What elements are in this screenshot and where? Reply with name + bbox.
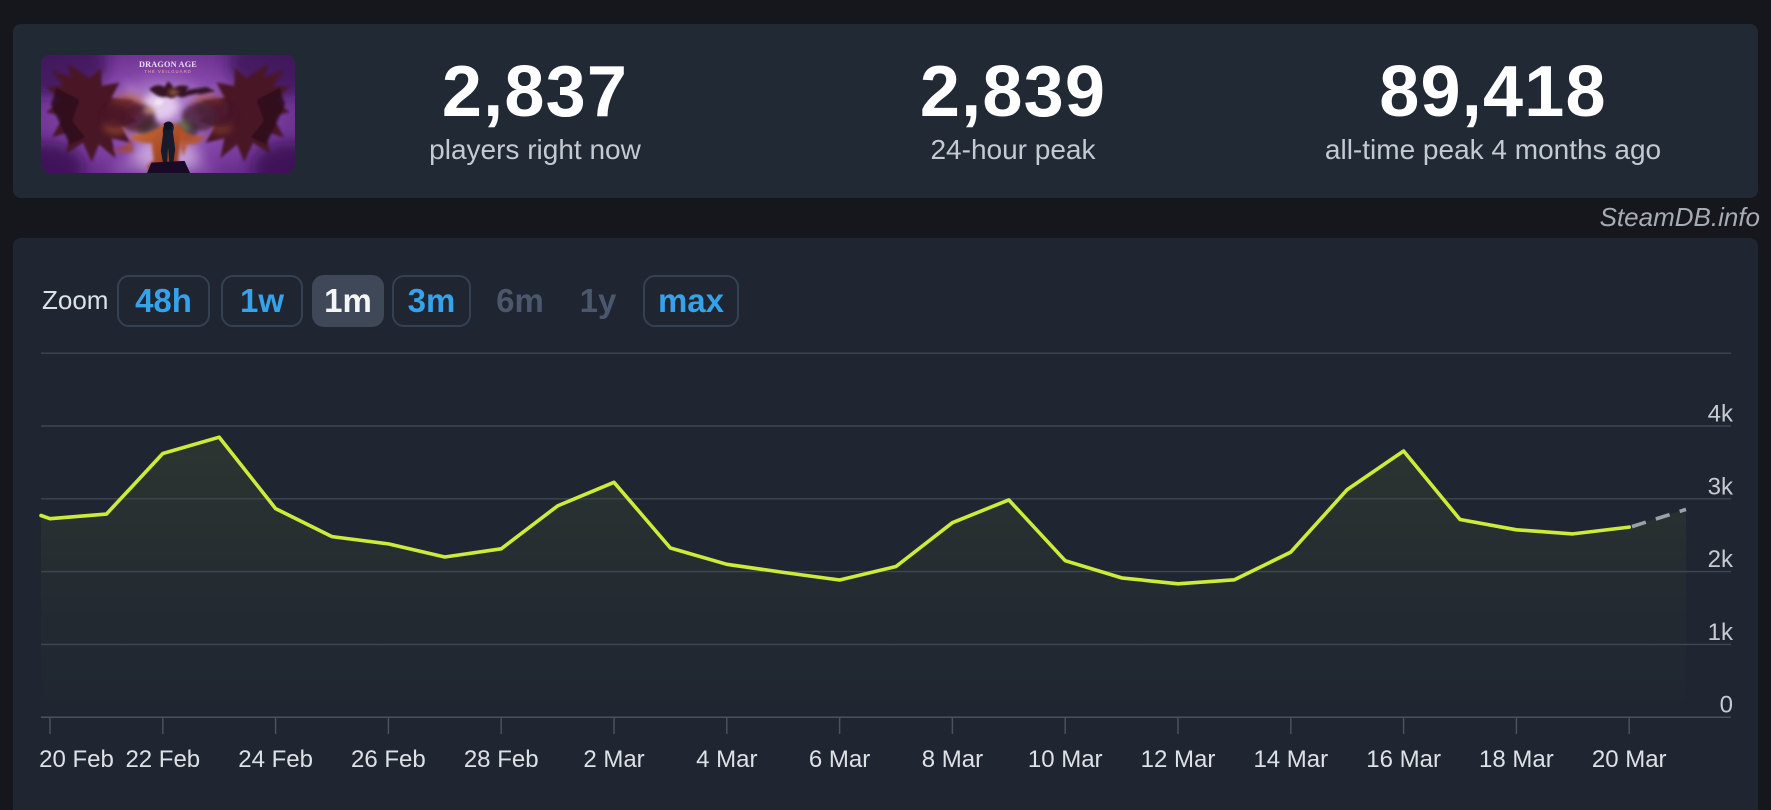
svg-text:16 Mar: 16 Mar — [1366, 746, 1441, 773]
svg-text:18 Mar: 18 Mar — [1479, 746, 1554, 773]
svg-text:10 Mar: 10 Mar — [1028, 746, 1103, 773]
svg-text:6 Mar: 6 Mar — [809, 746, 870, 773]
svg-text:26 Feb: 26 Feb — [351, 746, 426, 773]
svg-text:3k: 3k — [1708, 473, 1734, 500]
svg-text:20 Mar: 20 Mar — [1592, 746, 1667, 773]
svg-text:1k: 1k — [1708, 619, 1734, 646]
svg-text:22 Feb: 22 Feb — [125, 746, 200, 773]
svg-text:12 Mar: 12 Mar — [1141, 746, 1216, 773]
svg-text:DRAGON AGE: DRAGON AGE — [139, 60, 197, 69]
svg-text:2 Mar: 2 Mar — [583, 746, 644, 773]
svg-text:24 Feb: 24 Feb — [238, 746, 313, 773]
svg-text:28 Feb: 28 Feb — [464, 746, 539, 773]
svg-text:0: 0 — [1720, 692, 1733, 719]
svg-text:20 Feb: 20 Feb — [39, 746, 114, 773]
svg-text:4k: 4k — [1708, 401, 1734, 428]
svg-text:THE VEILGUARD: THE VEILGUARD — [144, 69, 191, 74]
svg-text:8 Mar: 8 Mar — [922, 746, 983, 773]
svg-text:4 Mar: 4 Mar — [696, 746, 757, 773]
svg-text:2k: 2k — [1708, 546, 1734, 573]
svg-text:14 Mar: 14 Mar — [1253, 746, 1328, 773]
